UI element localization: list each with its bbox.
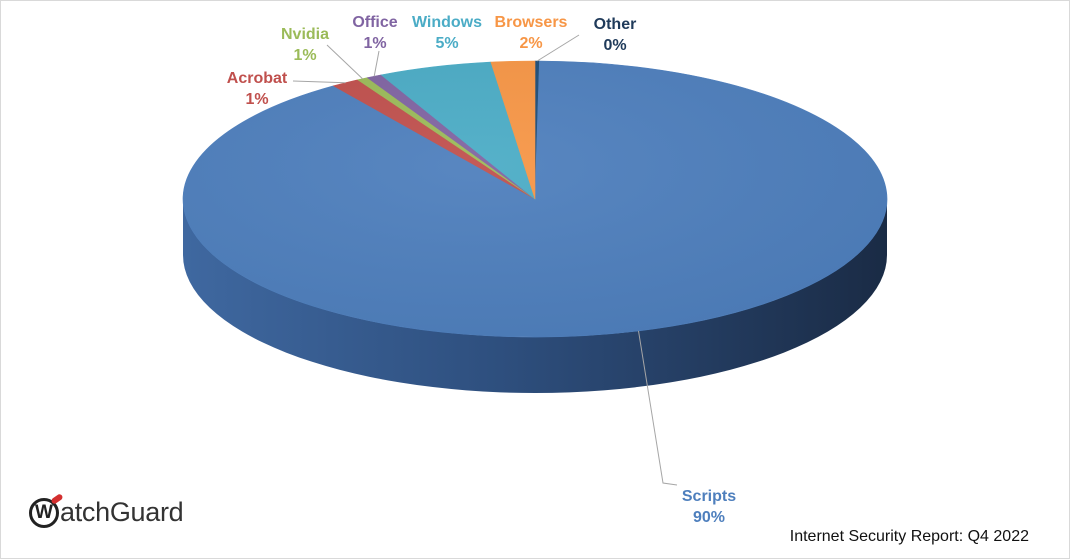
- watchguard-logo: W atchGuard: [29, 497, 184, 528]
- slice-label-windows: Windows: [412, 14, 482, 31]
- pie-side-band: [183, 199, 887, 393]
- slice-percent-nvidia: 1%: [293, 47, 316, 64]
- leader-line-office: [373, 50, 380, 77]
- report-caption: Internet Security Report: Q4 2022: [789, 528, 1029, 545]
- leader-line-other: [536, 34, 580, 62]
- leader-line-acrobat: [292, 80, 346, 84]
- slice-percent-other: 0%: [603, 37, 626, 54]
- slice-label-acrobat: Acrobat: [227, 70, 288, 87]
- slice-percent-acrobat: 1%: [245, 91, 268, 108]
- slice-label-nvidia: Nvidia: [281, 26, 329, 43]
- leader-line-scripts: [638, 330, 678, 486]
- slice-percent-browsers: 2%: [519, 35, 542, 52]
- pie-top-shading: [183, 61, 887, 337]
- leader-line-nvidia: [326, 44, 363, 80]
- slice-label-office: Office: [352, 14, 397, 31]
- slice-percent-windows: 5%: [435, 35, 458, 52]
- slice-label-scripts: Scripts: [682, 488, 736, 505]
- watchguard-logo-text: atchGuard: [60, 497, 184, 527]
- slice-percent-office: 1%: [363, 35, 386, 52]
- slice-label-browsers: Browsers: [495, 14, 568, 31]
- watchguard-logo-mark: W: [29, 497, 59, 528]
- slice-label-other: Other: [594, 16, 637, 33]
- slice-percent-scripts: 90%: [693, 509, 725, 526]
